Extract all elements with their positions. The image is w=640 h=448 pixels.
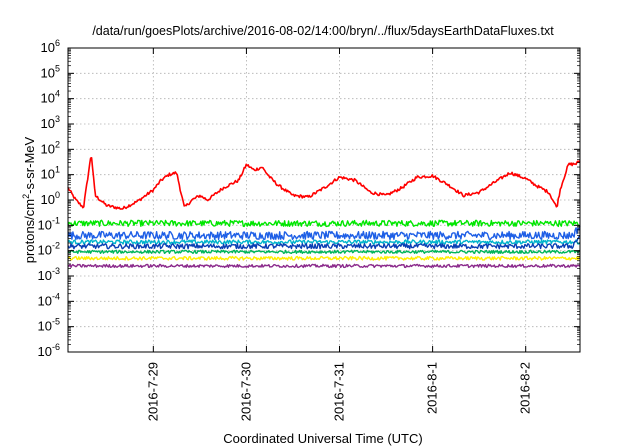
series-line xyxy=(67,235,581,250)
y-tick-label: 104 xyxy=(41,89,60,106)
series-line xyxy=(67,157,581,210)
y-tick-label: 10-2 xyxy=(38,241,60,258)
y-tick-label: 100 xyxy=(41,190,60,207)
y-tick-label: 10-6 xyxy=(38,342,60,359)
x-tick-label: 2016-8-2 xyxy=(518,362,533,414)
series-line xyxy=(67,239,581,245)
y-axis: 10-6 10-5 10-4 10-3 10-2 10-1 100 101 102 103 104 1… xyxy=(38,38,580,359)
y-tick-label: 102 xyxy=(41,139,60,156)
chart-title: /data/run/goesPlots/archive/2016-08-02/1… xyxy=(92,24,554,38)
y-tick-label: 10-1 xyxy=(38,215,60,232)
y-tick-label: 10-4 xyxy=(38,291,60,308)
y-tick-label: 103 xyxy=(41,114,60,131)
y-axis-label-main: protons/cm xyxy=(22,199,37,263)
x-tick-label: 2016-7-31 xyxy=(332,362,347,421)
grid-lines xyxy=(68,48,580,352)
y-tick-label: 10-3 xyxy=(38,266,60,283)
y-tick-label: 105 xyxy=(41,63,60,80)
series-line xyxy=(67,255,581,261)
series-line xyxy=(67,249,581,254)
data-series-group xyxy=(67,157,581,269)
x-tick-label: 2016-8-1 xyxy=(425,362,440,414)
x-tick-label: 2016-7-29 xyxy=(145,362,160,421)
series-line xyxy=(67,219,581,228)
y-axis-label: protons/cm2-s-sr-MeV xyxy=(21,136,37,263)
y-axis-label-rest: -s-sr-MeV xyxy=(22,136,37,193)
x-axis-label: Coordinated Universal Time (UTC) xyxy=(223,431,422,446)
y-tick-label: 10-5 xyxy=(38,317,60,334)
x-axis: 2016-7-29 2016-7-30 2016-7-31 2016-8-1 2016-… xyxy=(145,48,533,421)
y-axis-label-sup: 2 xyxy=(21,194,31,199)
series-line xyxy=(67,263,581,269)
y-tick-label: 106 xyxy=(41,38,60,55)
y-tick-label: 101 xyxy=(41,165,60,182)
x-tick-label: 2016-7-30 xyxy=(238,362,253,421)
series-line xyxy=(67,225,581,241)
